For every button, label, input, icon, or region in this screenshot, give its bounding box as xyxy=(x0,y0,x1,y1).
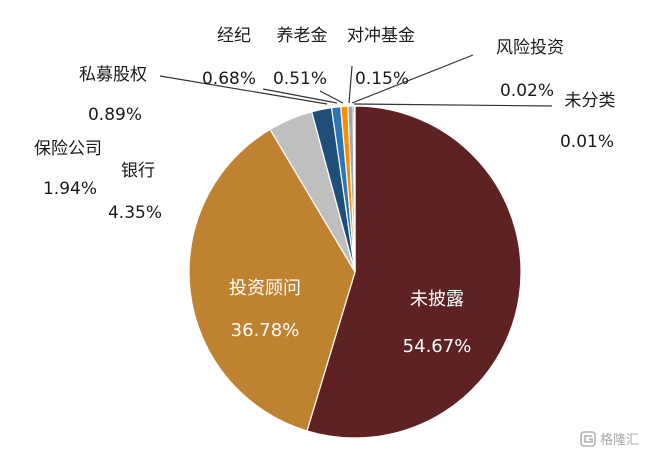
leader-lines xyxy=(159,54,553,107)
slice-label-2: 投资顾问 xyxy=(229,278,301,299)
slice-value-3: 4.35% xyxy=(108,203,162,223)
leader-line-9 xyxy=(351,54,474,104)
leader-line-8 xyxy=(348,65,353,104)
watermark: 格隆汇 xyxy=(580,431,639,448)
slice-label-9: 风险投资 xyxy=(496,38,564,58)
slice-value-9: 0.02% xyxy=(500,81,554,101)
slice-label-5: 私募股权 xyxy=(79,65,147,85)
slice-value-1: 54.67% xyxy=(403,336,472,357)
slice-label-8: 对冲基金 xyxy=(347,26,415,46)
slice-labels: 未披露 54.67% 投资顾问 36.78% 银行 4.35% 保险公司 1.94% 私募股权 0… xyxy=(34,26,616,357)
slice-label-6: 经纪 xyxy=(217,26,251,46)
glh-logo-icon xyxy=(580,431,596,447)
slice-value-10: 0.01% xyxy=(560,132,614,152)
slice-label-1: 未披露 xyxy=(410,289,464,310)
slice-value-8: 0.15% xyxy=(355,69,409,89)
slice-value-5: 0.89% xyxy=(88,105,142,125)
leader-line-10 xyxy=(353,103,553,107)
watermark-text: 格隆汇 xyxy=(600,432,639,448)
slice-value-2: 36.78% xyxy=(231,320,300,341)
leader-line-6 xyxy=(262,88,338,104)
leader-line-7 xyxy=(319,90,344,104)
leader-line-5 xyxy=(159,75,328,105)
slice-label-4: 保险公司 xyxy=(34,139,102,159)
slice-value-4: 1.94% xyxy=(43,179,97,199)
slice-value-6: 0.68% xyxy=(202,69,256,89)
pie-slice-2 xyxy=(188,128,356,432)
slice-value-7: 0.51% xyxy=(273,69,327,89)
slice-label-3: 银行 xyxy=(121,161,155,181)
pie-slices xyxy=(188,105,522,439)
slice-label-7: 养老金 xyxy=(277,26,328,46)
slice-label-10: 未分类 xyxy=(565,91,616,111)
pie-slice-1 xyxy=(306,105,522,439)
